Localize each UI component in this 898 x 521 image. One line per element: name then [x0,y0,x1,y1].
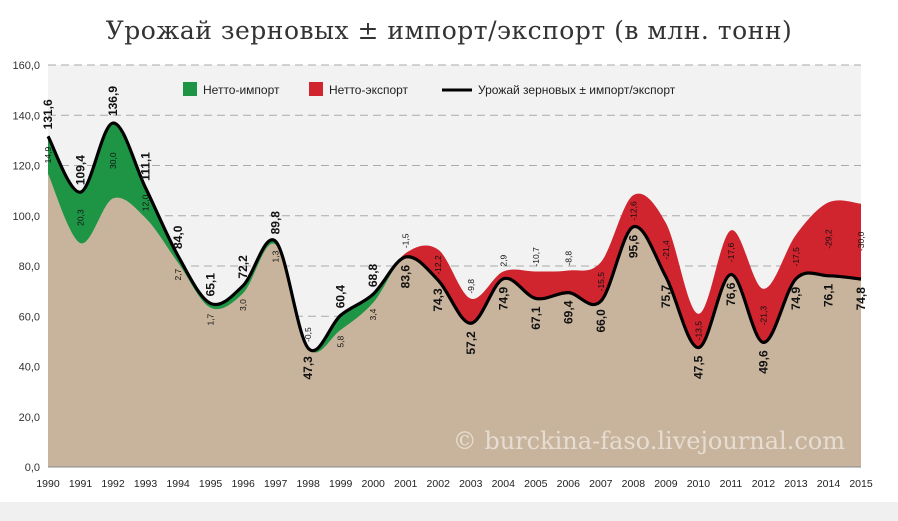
legend-label: Нетто-импорт [203,83,280,97]
line-value-label: 47,5 [691,355,705,379]
net-value-label: 3,4 [368,308,378,320]
net-value-label: -9,8 [466,279,476,294]
line-value-label: 109,4 [74,155,88,185]
net-value-label: -1,5 [401,233,411,248]
line-value-label: 65,1 [204,273,218,297]
net-value-label: -17,5 [791,247,801,267]
y-tick-label: 60,0 [19,311,40,323]
net-value-label: -30,0 [856,231,866,251]
line-value-label: 60,4 [334,285,348,309]
legend-swatch-import [183,82,197,96]
x-tick-label: 2000 [362,478,386,490]
y-tick-label: 160,0 [12,60,40,72]
line-value-label: 136,9 [106,86,120,116]
net-value-label: 2,7 [173,268,183,280]
net-value-label: -8,8 [563,251,573,266]
legend-label: Урожай зерновых ± импорт/экспорт [478,83,676,97]
line-value-label: 49,6 [756,350,770,374]
x-tick-label: 1999 [329,478,353,490]
line-value-label: 111,1 [139,152,153,181]
net-value-label: -21,4 [661,240,671,260]
net-value-label: 1,3 [271,250,281,262]
net-value-label: -10,7 [531,247,541,267]
x-tick-label: 2004 [492,478,516,490]
line-value-label: 74,3 [431,288,445,312]
net-value-label: -29,2 [823,229,833,249]
x-tick-label: 2013 [784,478,808,490]
y-tick-label: 0,0 [25,462,40,474]
x-tick-label: 2011 [720,478,743,490]
y-tick-label: 140,0 [12,110,40,122]
net-value-label: 12,0 [141,194,151,211]
line-value-label: 84,0 [171,225,185,249]
x-tick-label: 2006 [557,478,581,490]
x-tick-label: 1997 [264,478,288,490]
watermark: © burckina-faso.livejournal.com [453,427,846,455]
x-tick-label: 2003 [459,478,483,490]
line-value-label: 74,9 [496,286,510,310]
line-value-label: 74,9 [789,286,803,310]
net-value-label: -12,6 [628,201,638,221]
x-tick-label: 1992 [101,478,125,490]
x-tick-label: 2008 [622,478,646,490]
x-tick-label: 1994 [166,478,190,490]
line-value-label: 69,4 [561,300,575,324]
x-tick-label: 1990 [36,478,60,490]
net-value-label: 2,9 [498,254,508,266]
x-tick-label: 1998 [296,478,320,490]
net-value-label: 5,8 [336,336,346,348]
line-value-label: 83,6 [399,265,413,289]
line-value-label: 76,6 [724,282,738,306]
net-value-label: -15,5 [596,272,606,292]
line-value-label: 95,6 [626,234,640,258]
y-tick-label: 80,0 [19,261,40,273]
line-value-label: 67,1 [529,306,543,330]
line-value-label: 76,1 [821,283,835,307]
net-value-label: -0,5 [303,327,313,342]
bottom-strip [0,502,898,521]
x-tick-label: 1995 [199,478,223,490]
y-tick-label: 40,0 [19,362,40,374]
x-tick-label: 2001 [394,478,418,490]
legend-label: Нетто-экспорт [329,83,409,97]
net-value-label: -12,2 [433,255,443,275]
legend-swatch-export [309,82,323,96]
x-tick-label: 1991 [69,478,93,490]
line-value-label: 131,6 [41,99,55,129]
net-value-label: 14,9 [43,147,53,164]
line-value-label: 66,0 [594,309,608,333]
net-value-label: -21,3 [758,306,768,326]
line-value-label: 89,8 [269,211,283,235]
line-value-label: 75,7 [659,284,673,308]
net-value-label: -13,5 [693,321,703,341]
chart-title: Урожай зерновых ± импорт/экспорт (в млн.… [105,16,793,45]
x-tick-label: 1996 [231,478,255,490]
x-tick-label: 2015 [849,478,873,490]
x-tick-label: 2002 [427,478,451,490]
line-value-label: 68,8 [366,263,380,287]
y-tick-label: 120,0 [12,161,40,173]
x-tick-label: 2010 [687,478,711,490]
line-value-label: 57,2 [464,331,478,355]
line-value-label: 47,3 [301,356,315,380]
x-tick-label: 2009 [654,478,678,490]
harvest-area [48,173,861,467]
series-line [46,121,862,353]
x-tick-label: 2005 [524,478,548,490]
x-tick-label: 2012 [752,478,776,490]
net-value-label: 30,0 [108,152,118,169]
net-value-label: 3,0 [238,299,248,311]
y-tick-label: 100,0 [12,211,40,223]
x-tick-label: 1993 [134,478,158,490]
x-tick-label: 2014 [817,478,841,490]
line-value-label: 72,2 [236,255,250,279]
net-value-label: 1,7 [206,313,216,325]
x-tick-label: 2007 [589,478,613,490]
net-value-label: -17,6 [726,242,736,262]
net-value-label: 20,3 [76,209,86,226]
y-tick-label: 20,0 [19,412,40,424]
line-value-label: 74,8 [854,287,868,311]
